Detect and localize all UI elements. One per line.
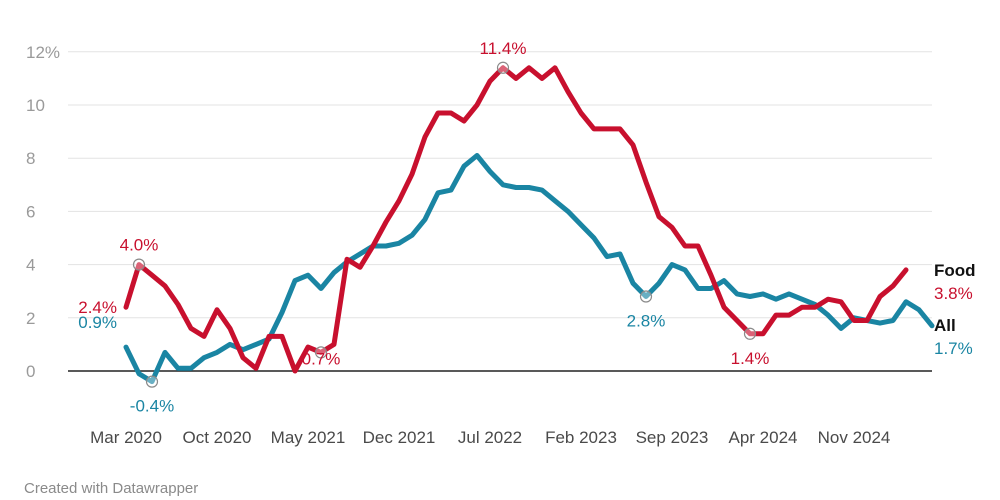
- y-tick-label: 10: [26, 96, 45, 115]
- series-line-food: [123, 65, 909, 374]
- annotation-label: 2.8%: [627, 312, 666, 331]
- annotation-markers: [132, 61, 757, 388]
- annotation-label: 2.4%: [78, 298, 117, 317]
- annotation-label: 0.9%: [78, 313, 117, 332]
- series-end-value-all: 1.7%: [934, 339, 973, 358]
- x-tick-label: Oct 2020: [183, 428, 252, 447]
- annotation-marker: [314, 346, 328, 359]
- end-labels: All 1.7% Food 3.8%: [934, 261, 976, 358]
- annotation-label: 0.7%: [302, 349, 341, 368]
- x-tick-label: Apr 2024: [729, 428, 798, 447]
- y-tick-label: 6: [26, 202, 35, 221]
- y-tick-label: 0: [26, 362, 35, 381]
- annotation-label: 11.4%: [480, 39, 527, 58]
- series-name-all: All: [934, 316, 956, 335]
- annotation-marker: [639, 290, 653, 303]
- series-line-all: [123, 153, 935, 385]
- y-tick-label: 8: [26, 149, 35, 168]
- y-tick-label: 2: [26, 309, 35, 328]
- annotation-marker: [145, 375, 159, 388]
- x-tick-label: Sep 2023: [636, 428, 709, 447]
- annotation-marker: [496, 61, 510, 74]
- y-axis: 0 2 4 6 8 10 12%: [26, 43, 60, 381]
- annotation-labels: 4.0% 2.4%0.9% -0.4% 0.7% 11.4% 2.8% 1.4%: [78, 39, 769, 416]
- x-tick-label: Dec 2021: [363, 428, 436, 447]
- x-tick-label: May 2021: [271, 428, 346, 447]
- series-lines: [123, 65, 935, 385]
- x-tick-label: Feb 2023: [545, 428, 617, 447]
- x-axis: Mar 2020 Oct 2020 May 2021 Dec 2021 Jul 2022…: [90, 428, 890, 447]
- x-tick-label: Mar 2020: [90, 428, 162, 447]
- annotation-marker: [743, 327, 757, 340]
- x-tick-label: Jul 2022: [458, 428, 522, 447]
- gridlines: [68, 51, 932, 372]
- annotation-label: 1.4%: [731, 349, 770, 368]
- line-chart: 0 2 4 6 8 10 12% Mar 2020 Oct 2020 May 2021 Dec 2…: [26, 39, 976, 447]
- series-name-food: Food: [934, 261, 976, 280]
- annotation-marker: [132, 258, 146, 271]
- y-tick-label: 4: [26, 256, 35, 275]
- credit-text: Created with Datawrapper: [24, 480, 199, 497]
- x-tick-label: Nov 2024: [818, 428, 891, 447]
- annotation-label: -0.4%: [130, 397, 174, 416]
- series-end-value-food: 3.8%: [934, 284, 973, 303]
- y-tick-label: 12%: [26, 43, 60, 62]
- annotation-label: 4.0%: [120, 236, 159, 255]
